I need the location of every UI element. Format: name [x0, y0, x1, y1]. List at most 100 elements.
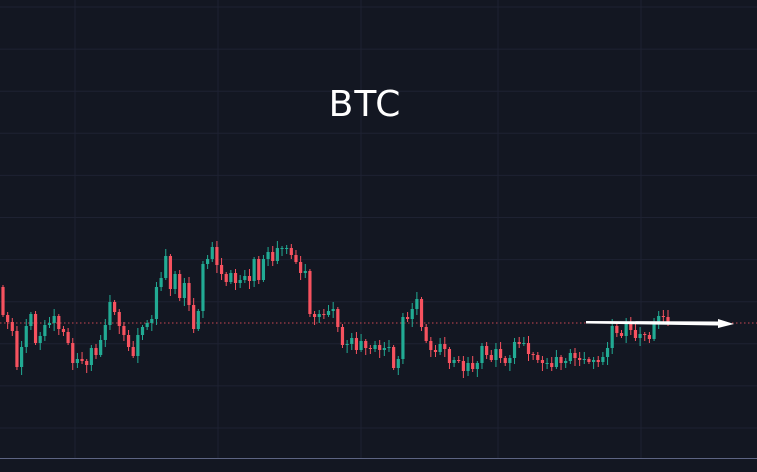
- candle-up: [89, 348, 93, 365]
- candle-up: [47, 323, 52, 325]
- candle-up: [582, 359, 586, 360]
- candle-down: [80, 359, 84, 361]
- candle-up: [99, 340, 103, 355]
- candle-up: [494, 349, 498, 360]
- candle-up: [206, 259, 210, 264]
- candle-down: [340, 327, 345, 345]
- candle-up: [38, 336, 42, 343]
- candle-down: [666, 317, 670, 323]
- candle-up: [638, 334, 642, 338]
- candle-up: [140, 327, 145, 335]
- candle-down: [168, 256, 173, 289]
- candle-up: [52, 316, 56, 323]
- candle-down: [126, 335, 131, 347]
- candle-up: [285, 248, 289, 249]
- candle-down: [517, 342, 521, 344]
- candle-down: [289, 248, 293, 255]
- candle-up: [275, 248, 279, 261]
- candle-up: [568, 353, 572, 361]
- candle-up: [145, 323, 149, 327]
- candle-up: [554, 357, 558, 367]
- candle-down: [322, 314, 326, 315]
- candle-up: [512, 342, 517, 358]
- candle-up: [164, 256, 168, 278]
- candle-down: [633, 330, 638, 338]
- candle-up: [359, 341, 363, 350]
- candle-down: [471, 363, 475, 369]
- candle-down: [308, 271, 312, 314]
- candle-up: [20, 347, 24, 367]
- candle-down: [271, 252, 275, 261]
- candle-up: [243, 276, 247, 280]
- candle-down: [503, 358, 507, 363]
- candle-up: [475, 363, 479, 369]
- candle-up: [522, 343, 526, 344]
- candle-down: [596, 360, 600, 362]
- candle-down: [94, 348, 98, 355]
- candle-up: [657, 316, 661, 322]
- candle-down: [187, 283, 191, 305]
- candle-up: [396, 359, 400, 368]
- candle-down: [647, 335, 651, 339]
- candle-down: [354, 338, 359, 350]
- candle-down: [443, 344, 447, 349]
- candle-down: [531, 354, 535, 355]
- candle-down: [122, 326, 126, 335]
- candle-down: [619, 333, 624, 336]
- candle-up: [229, 273, 233, 282]
- candle-down: [178, 274, 182, 298]
- candle-up: [238, 280, 242, 283]
- candle-up: [210, 247, 214, 259]
- candle-up: [564, 361, 568, 363]
- candle-down: [6, 315, 10, 322]
- candle-up: [303, 271, 307, 273]
- candle-up: [591, 360, 596, 362]
- candle-down: [559, 357, 563, 363]
- candle-down: [247, 276, 252, 281]
- candle-up: [43, 325, 47, 336]
- candle-down: [57, 316, 61, 329]
- candle-down: [573, 353, 577, 358]
- candle-down: [33, 314, 38, 343]
- arrow-annotation: [586, 319, 734, 328]
- candle-up: [605, 348, 610, 357]
- candle-up: [280, 248, 284, 249]
- candle-up: [601, 357, 605, 362]
- candle-down: [219, 265, 224, 274]
- candle-down: [429, 341, 433, 350]
- candle-down: [485, 346, 489, 355]
- candle-up: [624, 322, 628, 336]
- candle-up: [261, 259, 266, 280]
- candle-up: [452, 360, 456, 363]
- candle-down: [526, 343, 531, 354]
- candle-up: [317, 314, 321, 317]
- candle-up: [159, 278, 163, 287]
- candle-down: [364, 341, 368, 348]
- candle-down: [461, 361, 465, 371]
- candle-down: [643, 334, 647, 335]
- candle-down: [257, 259, 261, 280]
- candle-down: [224, 274, 228, 282]
- candle-up: [350, 338, 354, 344]
- candle-up: [136, 335, 140, 356]
- candle-down: [447, 349, 452, 363]
- candle-up: [373, 345, 377, 349]
- candle-down: [661, 316, 665, 317]
- candle-up: [108, 302, 112, 325]
- candle-up: [196, 311, 200, 329]
- candle-up: [401, 317, 405, 359]
- candle-down: [498, 349, 503, 358]
- candle-down: [536, 355, 540, 360]
- candle-up: [29, 314, 33, 326]
- candle-up: [415, 299, 419, 309]
- candle-down: [457, 360, 461, 361]
- candle-up: [387, 347, 391, 348]
- candle-down: [550, 363, 554, 367]
- candle-down: [294, 255, 298, 262]
- candle-down: [299, 262, 303, 273]
- candle-up: [410, 309, 414, 319]
- candle-down: [405, 317, 410, 319]
- candle-up: [201, 264, 205, 311]
